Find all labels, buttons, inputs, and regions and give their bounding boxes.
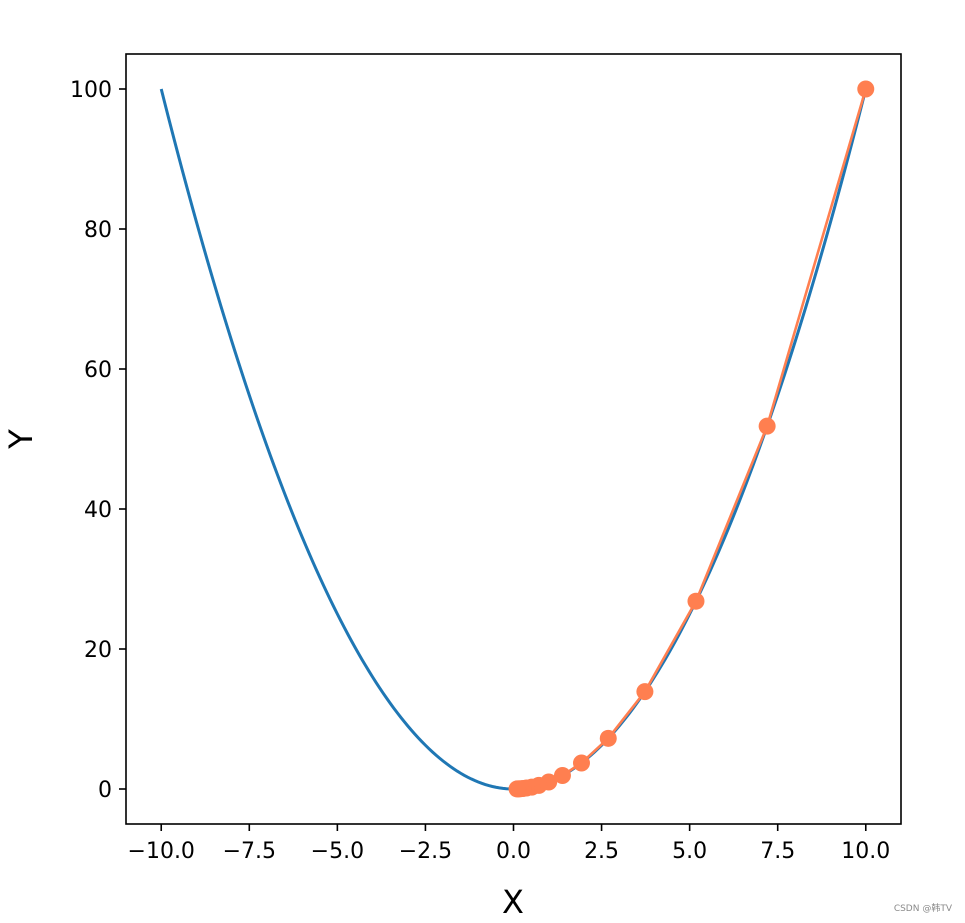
descent-point-marker xyxy=(508,780,526,798)
watermark-text: CSDN @韩TV xyxy=(894,902,953,914)
descent-point-marker xyxy=(599,729,617,747)
descent-point-marker xyxy=(572,754,590,772)
x-tick-label: −2.5 xyxy=(399,839,452,864)
y-tick-label: 0 xyxy=(98,778,112,803)
y-tick-label: 20 xyxy=(84,638,112,663)
descent-point-marker xyxy=(857,80,875,98)
x-axis-ticks: −10.0 −7.5 −5.0 −2.5 0.0 2.5 5.0 7.5 10.0 xyxy=(128,824,890,864)
y-axis-title: Y xyxy=(2,429,40,450)
x-tick-label: −7.5 xyxy=(223,839,276,864)
y-tick-label: 40 xyxy=(84,498,112,523)
y-tick-label: 100 xyxy=(70,78,112,103)
descent-point-marker xyxy=(687,592,705,610)
descent-point-marker xyxy=(758,417,776,435)
x-tick-label: 2.5 xyxy=(584,839,619,864)
descent-point-marker xyxy=(636,683,654,701)
x-tick-label: 5.0 xyxy=(672,839,707,864)
x-tick-label: −10.0 xyxy=(128,839,195,864)
y-tick-label: 60 xyxy=(84,358,112,383)
x-tick-label: 7.5 xyxy=(760,839,795,864)
x-tick-label: −5.0 xyxy=(311,839,364,864)
marker-layer xyxy=(508,80,875,798)
x-axis-title: X xyxy=(502,883,524,921)
descent-point-marker xyxy=(553,766,571,784)
y-axis-ticks: 0 20 40 60 80 100 xyxy=(70,78,126,803)
x-tick-label: 0.0 xyxy=(496,839,531,864)
x-tick-label: 10.0 xyxy=(841,839,890,864)
y-tick-label: 80 xyxy=(84,218,112,243)
